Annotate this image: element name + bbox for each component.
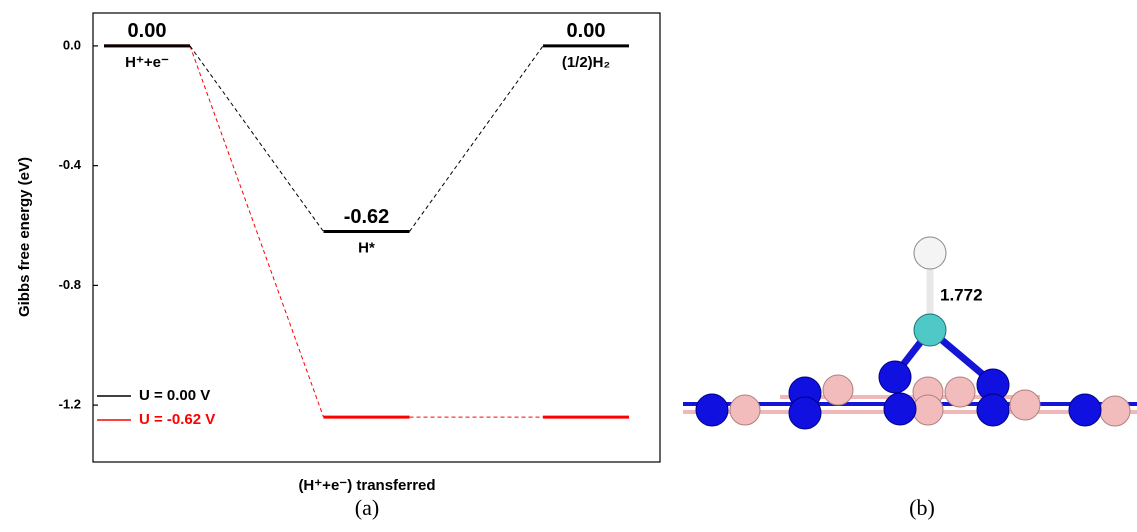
legend-label: U = -0.62 V [139,411,215,428]
data-label: 0.00 [567,20,606,42]
atom [823,375,853,405]
legend-label: U = 0.00 V [139,387,210,404]
y-tick-label: -1.2 [59,397,81,412]
atom [696,394,728,426]
atom [1100,396,1130,426]
connector [410,46,544,232]
atom [945,377,975,407]
state-label: H* [358,239,375,256]
data-label: 0.00 [128,20,167,42]
structure-image [683,237,1137,429]
atom [977,394,1009,426]
y-tick-label: -0.4 [59,157,82,172]
atom [914,237,946,269]
state-label: (1/2)H₂ [562,54,610,71]
y-tick-label: -0.8 [59,277,81,292]
atom [730,395,760,425]
y-axis-label: Gibbs free energy (eV) [16,157,33,317]
bond-length-label: 1.772 [940,285,983,304]
atom [789,397,821,429]
atom [913,395,943,425]
atom [879,361,911,393]
state-label: H⁺+e⁻ [125,54,169,71]
x-axis-label: (H⁺+e⁻) transferred [298,477,435,494]
connector [190,46,324,417]
atom [884,393,916,425]
y-tick-label: 0.0 [63,37,81,52]
panel-label: (b) [909,495,935,520]
figure: Gibbs free energy (eV) (H⁺+e⁻) transferr… [0,0,1137,527]
data-label: -0.62 [344,206,390,228]
connector [190,46,324,232]
panel-label: (a) [355,495,379,520]
atom [914,314,946,346]
atom [1010,390,1040,420]
atom [1069,394,1101,426]
